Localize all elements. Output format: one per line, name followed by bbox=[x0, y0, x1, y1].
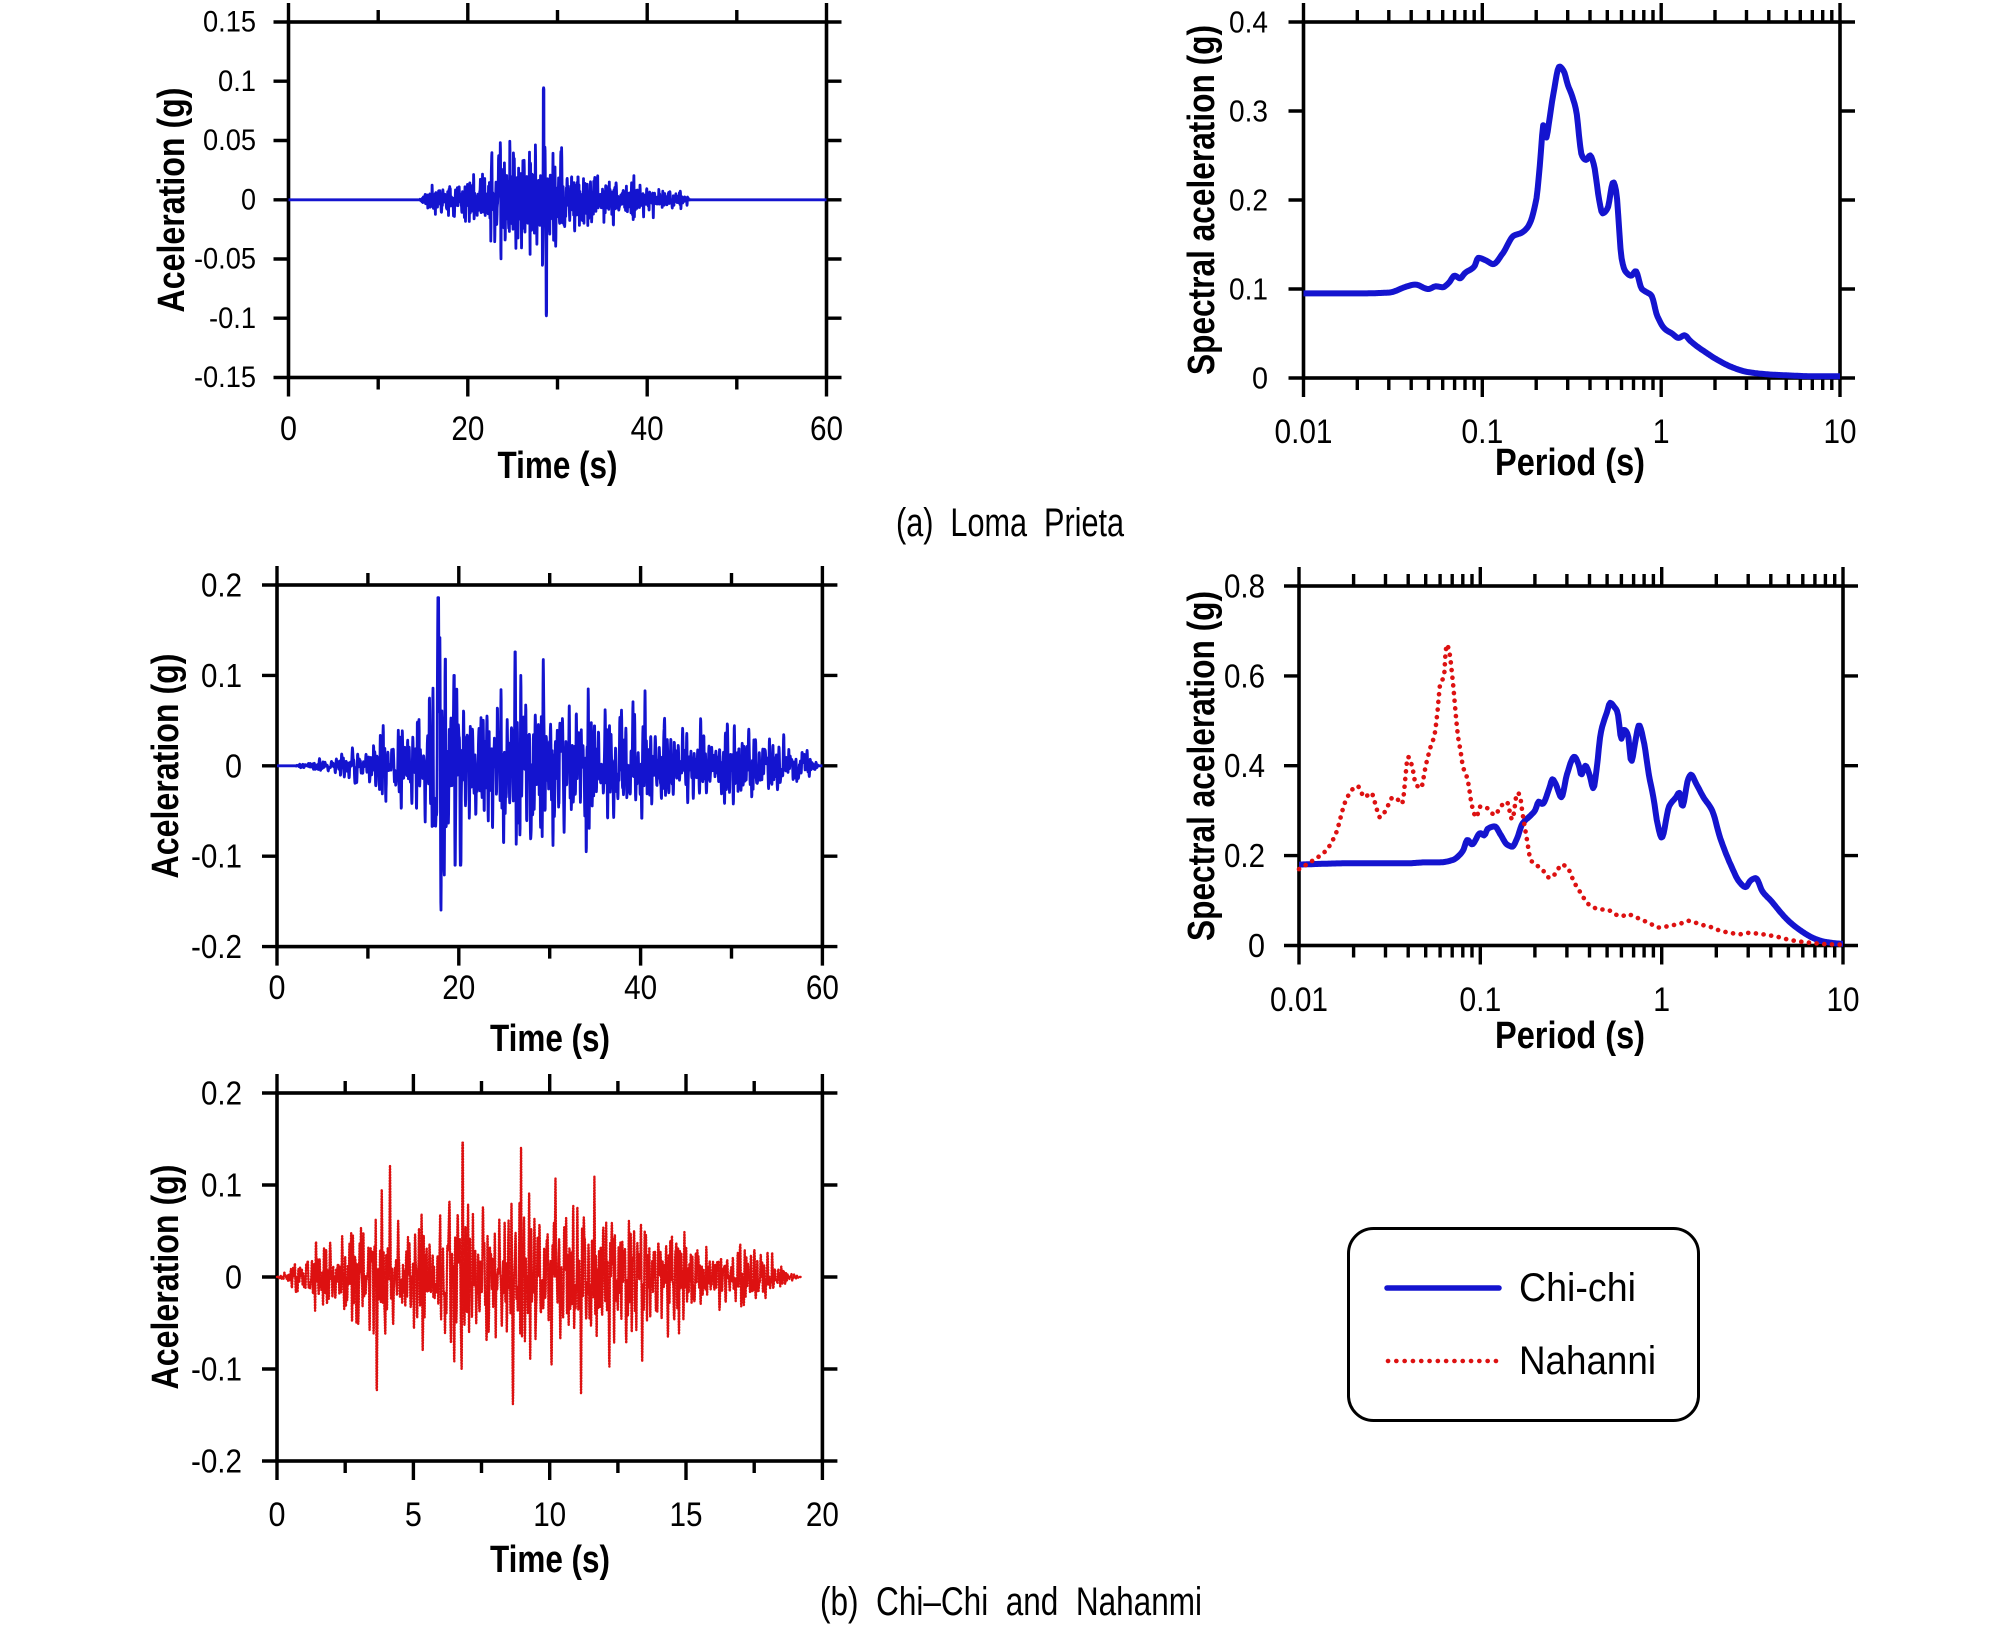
svg-text:Spectral aceleration (g): Spectral aceleration (g) bbox=[1181, 25, 1223, 375]
svg-text:0.05: 0.05 bbox=[203, 124, 256, 157]
svg-text:0.6: 0.6 bbox=[1224, 657, 1265, 694]
svg-text:Period (s): Period (s) bbox=[1495, 442, 1645, 484]
svg-text:0: 0 bbox=[1252, 361, 1268, 396]
svg-text:Period (s): Period (s) bbox=[1495, 1015, 1645, 1057]
svg-text:40: 40 bbox=[624, 969, 657, 1007]
svg-text:0.1: 0.1 bbox=[1459, 981, 1501, 1019]
svg-text:60: 60 bbox=[810, 410, 843, 448]
svg-text:Aceleration (g): Aceleration (g) bbox=[151, 88, 193, 313]
svg-text:0: 0 bbox=[225, 1259, 242, 1296]
svg-text:0: 0 bbox=[280, 410, 297, 448]
svg-text:0.15: 0.15 bbox=[203, 6, 256, 39]
svg-text:Aceleration (g): Aceleration (g) bbox=[145, 654, 187, 879]
svg-text:20: 20 bbox=[442, 969, 475, 1007]
svg-text:Nahanni: Nahanni bbox=[1519, 1339, 1656, 1383]
svg-text:0.1: 0.1 bbox=[201, 1167, 242, 1204]
svg-text:0.8: 0.8 bbox=[1224, 567, 1265, 604]
svg-text:Time (s): Time (s) bbox=[490, 1539, 610, 1581]
svg-text:0: 0 bbox=[225, 747, 242, 784]
svg-text:-0.05: -0.05 bbox=[194, 243, 256, 276]
svg-text:40: 40 bbox=[631, 410, 664, 448]
svg-text:0.1: 0.1 bbox=[201, 657, 242, 694]
svg-text:-0.1: -0.1 bbox=[191, 838, 242, 875]
svg-text:0.4: 0.4 bbox=[1224, 747, 1265, 784]
svg-text:5: 5 bbox=[405, 1496, 422, 1534]
svg-text:10: 10 bbox=[1824, 413, 1857, 451]
svg-text:20: 20 bbox=[806, 1496, 839, 1534]
svg-text:60: 60 bbox=[806, 969, 839, 1007]
svg-text:1: 1 bbox=[1653, 981, 1670, 1019]
svg-text:0: 0 bbox=[269, 1496, 286, 1534]
svg-text:-0.1: -0.1 bbox=[191, 1351, 242, 1388]
svg-text:0: 0 bbox=[1248, 927, 1265, 964]
svg-text:0.2: 0.2 bbox=[1229, 183, 1268, 218]
svg-text:0.2: 0.2 bbox=[201, 1075, 242, 1112]
svg-text:0: 0 bbox=[269, 969, 286, 1007]
svg-text:0.3: 0.3 bbox=[1229, 94, 1268, 129]
svg-text:15: 15 bbox=[670, 1496, 703, 1534]
svg-text:Time (s): Time (s) bbox=[498, 445, 618, 487]
svg-text:-0.2: -0.2 bbox=[191, 1443, 242, 1480]
svg-text:-0.15: -0.15 bbox=[194, 361, 256, 394]
svg-text:0.01: 0.01 bbox=[1275, 413, 1333, 451]
svg-text:Spectral aceleration (g): Spectral aceleration (g) bbox=[1181, 591, 1223, 941]
svg-text:20: 20 bbox=[451, 410, 484, 448]
svg-text:0.1: 0.1 bbox=[1229, 272, 1268, 307]
svg-text:0: 0 bbox=[241, 183, 256, 216]
svg-text:10: 10 bbox=[1827, 981, 1860, 1019]
svg-text:(a) Loma Prieta: (a) Loma Prieta bbox=[896, 501, 1125, 545]
svg-text:0.01: 0.01 bbox=[1270, 981, 1328, 1019]
svg-text:-0.2: -0.2 bbox=[191, 928, 242, 965]
svg-text:0.1: 0.1 bbox=[1461, 413, 1503, 451]
svg-text:Time (s): Time (s) bbox=[490, 1018, 610, 1060]
svg-text:0.2: 0.2 bbox=[1224, 837, 1265, 874]
svg-text:0.1: 0.1 bbox=[218, 65, 256, 98]
svg-text:0.2: 0.2 bbox=[201, 567, 242, 604]
svg-text:10: 10 bbox=[533, 1496, 566, 1534]
svg-text:Aceleration (g): Aceleration (g) bbox=[145, 1165, 187, 1390]
svg-text:0.4: 0.4 bbox=[1229, 5, 1268, 40]
svg-text:1: 1 bbox=[1653, 413, 1670, 451]
svg-text:(b) Chi–Chi and Nahanmi: (b) Chi–Chi and Nahanmi bbox=[820, 1580, 1202, 1624]
svg-text:-0.1: -0.1 bbox=[209, 302, 256, 335]
svg-text:Chi-chi: Chi-chi bbox=[1519, 1266, 1636, 1310]
